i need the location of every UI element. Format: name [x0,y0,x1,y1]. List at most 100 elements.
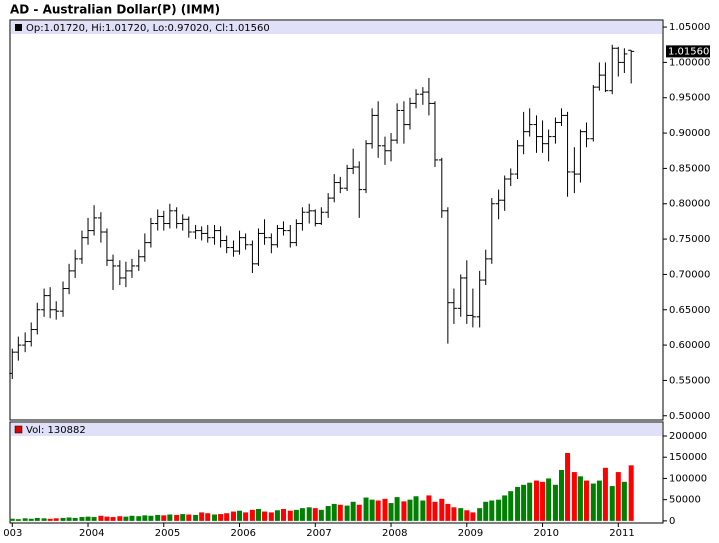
volume-bar [117,516,123,521]
y-tick-label: 1.00000 [669,57,710,68]
volume-bar [199,512,205,521]
y-tick-label: 0.75000 [669,234,710,245]
volume-bar [401,501,407,521]
volume-bar [129,515,135,521]
volume-bar [502,495,508,521]
y-tick-label: 0.65000 [669,305,710,316]
volume-bar [483,501,489,521]
volume-bar [407,499,413,521]
last-price-label: 1.01560 [668,46,709,57]
volume-bar [22,518,28,521]
volume-bar [439,498,445,521]
volume-bar [174,514,180,521]
volume-bar [15,519,21,521]
x-tick-label: 2010 [534,528,559,539]
volume-bar [47,518,53,521]
y-tick-label: 150000 [669,452,707,463]
y-tick-label: 0.80000 [669,199,710,210]
volume-bar [186,514,192,521]
volume-bar [280,508,286,521]
volume-bar [60,517,66,521]
y-tick-label: 0.95000 [669,93,710,104]
volume-bar [212,514,218,521]
volume-bar [363,497,369,521]
volume-bar [388,503,394,521]
volume-bar [41,518,47,521]
x-tick-label: 003 [3,528,22,539]
volume-bar [293,509,299,521]
x-tick-label: 2005 [155,528,180,539]
volume-bar [123,516,129,521]
volume-bar [369,499,375,521]
volume-bar [496,499,502,521]
volume-bar [98,515,104,521]
legend-swatch [14,425,23,434]
volume-header [11,423,662,436]
volume-bar [413,496,419,521]
volume-bar [477,508,483,521]
volume-bar [287,510,293,521]
volume-info: Vol: 130882 [26,425,86,436]
x-tick-label: 2007 [306,528,331,539]
volume-bar [533,480,539,521]
volume-bar [155,514,161,521]
volume-bar [224,513,230,521]
volume-bar [344,505,350,521]
y-tick-label: 0.55000 [669,375,710,386]
volume-bar [243,512,249,521]
volume-bar [312,508,318,521]
volume-bar [356,504,362,521]
volume-bar [445,503,451,521]
volume-bar [621,481,627,521]
volume-bar [180,514,186,521]
volume-bar [426,495,432,521]
x-tick-label: 2004 [79,528,104,539]
x-tick-label: 2011 [609,528,634,539]
volume-bar [91,517,97,521]
volume-bar [375,500,381,521]
volume-bar [590,483,596,521]
volume-bar [9,518,15,521]
y-tick-label: 0.90000 [669,128,710,139]
volume-bar [382,498,388,521]
volume-bar [628,465,634,521]
volume-bar [609,486,615,521]
volume-bar [268,512,274,521]
volume-bar [577,476,583,521]
volume-bar [527,482,533,521]
volume-bar [161,515,167,521]
volume-bar [230,511,236,521]
volume-bar [489,500,495,521]
x-tick-label: 2009 [458,528,483,539]
volume-bar [72,517,78,521]
volume-bar [350,501,356,521]
volume-bar [306,507,312,521]
volume-bar [104,516,110,521]
price-panel [9,19,664,421]
volume-bar [325,506,331,521]
y-tick-label: 0.70000 [669,269,710,280]
volume-bar [255,508,261,521]
legend-swatch [15,24,22,31]
y-tick-label: 50000 [669,495,701,506]
volume-bar [79,517,85,521]
volume-bar [583,480,589,521]
volume-bar [558,469,564,521]
volume-bar [318,509,324,521]
price-header [11,21,662,34]
volume-bar [615,472,621,521]
volume-bar [565,452,571,521]
volume-bar [193,514,199,521]
volume-bar [508,491,514,521]
volume-bar [66,517,72,521]
volume-bar [602,467,608,521]
y-tick-label: 0.60000 [669,340,710,351]
volume-bar [205,513,211,521]
y-tick-label: 1.05000 [669,22,710,33]
volume-bar [110,517,116,521]
volume-bar [53,518,59,521]
y-tick-label: 200000 [669,431,707,442]
volume-bar [262,511,268,521]
volume-bar [299,508,305,521]
